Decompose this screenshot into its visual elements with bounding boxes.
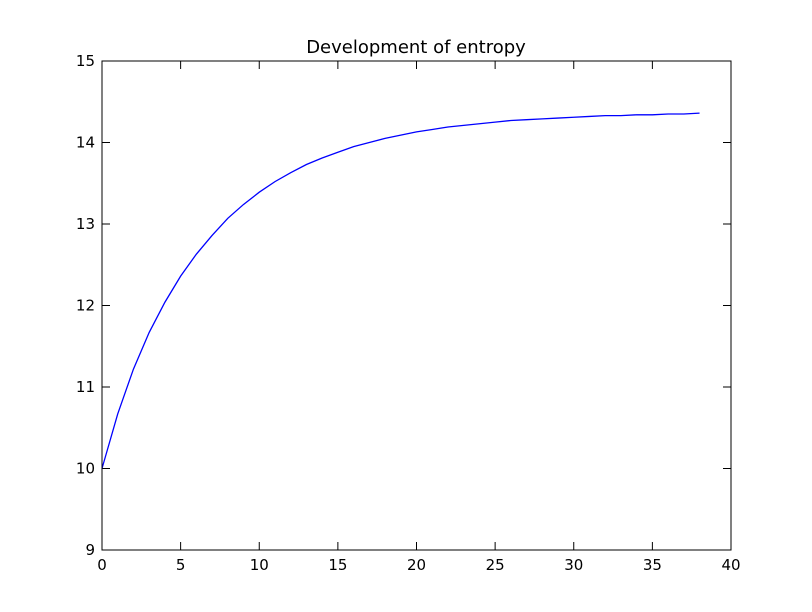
y-tick-label: 10 [76,460,95,478]
y-tick-label: 12 [76,297,95,315]
y-tick-label: 9 [85,541,95,559]
x-tick-label: 5 [176,556,186,574]
series-line [101,112,700,469]
x-tick-label: 15 [328,556,347,574]
y-tick-label: 15 [76,52,95,70]
y-tick-label: 13 [76,215,95,233]
x-tick-label: 20 [407,556,426,574]
y-tick-label: 14 [76,134,95,152]
y-tick-label: 11 [76,378,95,396]
x-tick-label: 35 [643,556,662,574]
plot-area-frame [101,60,732,551]
chart-title: Development of entropy [306,37,526,58]
x-tick-label: 0 [97,556,107,574]
axis-tick-labels: 0 5 10 15 20 25 30 35 40 9 10 11 12 13 14 15 [76,52,741,574]
x-tick-label: 25 [486,556,505,574]
x-tick-label: 40 [721,556,740,574]
series-group [101,112,700,469]
x-tick-label: 30 [564,556,583,574]
x-tick-label: 10 [250,556,269,574]
